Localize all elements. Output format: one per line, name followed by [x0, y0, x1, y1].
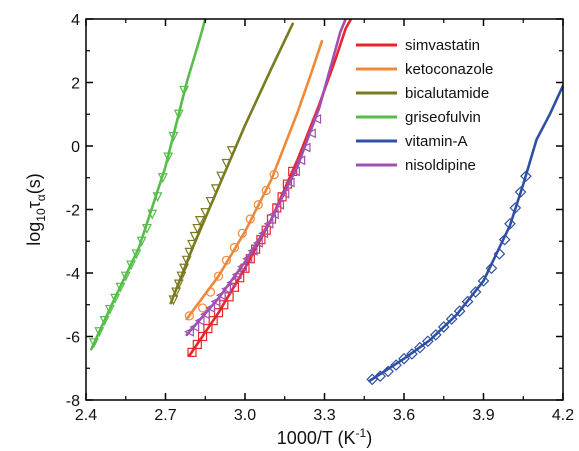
y-axis-title-mid: τ — [24, 201, 44, 208]
data-point-vitamin-a — [406, 348, 418, 360]
x-axis-title-main: 1000/T (K — [277, 428, 356, 448]
series-ketoconazole — [184, 39, 324, 321]
legend-label-simvastatin: simvastatin — [405, 37, 480, 54]
data-point-vitamin-a — [390, 359, 402, 371]
legend-label-griseofulvin: griseofulvin — [405, 109, 481, 126]
fit-line-vitamin-a — [368, 84, 563, 383]
y-tick-label: -2 — [66, 203, 80, 220]
data-point-ketoconazole — [213, 271, 224, 281]
data-point-vitamin-a — [520, 170, 532, 183]
data-point-bicalutamide — [179, 263, 190, 274]
legend-label-vitamin-a: vitamin-A — [405, 133, 468, 150]
data-point-griseofulvin — [126, 260, 137, 271]
fit-line-griseofulvin — [90, 19, 207, 351]
x-tick-label: 3.0 — [234, 407, 256, 424]
data-point-griseofulvin — [131, 249, 142, 260]
x-tick-label: 2.4 — [75, 407, 97, 424]
y-axis-title-end: (s) — [24, 173, 44, 194]
y-tick-label: -6 — [66, 330, 80, 347]
series-simvastatin — [187, 19, 353, 357]
y-axis-title-sub2: α — [34, 194, 48, 201]
data-point-vitamin-a — [374, 370, 386, 383]
legend-label-bicalutamide: bicalutamide — [405, 85, 489, 102]
series-griseofulvin — [88, 19, 207, 351]
data-point-simvastatin — [208, 316, 218, 326]
data-point-vitamin-a — [469, 286, 482, 298]
x-tick-label: 4.2 — [552, 407, 574, 424]
data-point-vitamin-a — [485, 262, 498, 275]
data-point-griseofulvin — [88, 338, 99, 349]
data-point-griseofulvin — [115, 282, 126, 293]
data-point-simvastatin — [203, 323, 213, 334]
series-bicalutamide — [168, 22, 294, 306]
fit-line-nisoldipine — [185, 19, 347, 337]
x-axis-title-end: ) — [366, 428, 372, 448]
y-axis-title-main: log — [24, 222, 44, 246]
data-point-griseofulvin — [120, 271, 131, 282]
data-point-griseofulvin — [179, 85, 190, 96]
data-point-simvastatin — [198, 331, 208, 342]
x-axis-title-sup: -1 — [356, 426, 367, 440]
data-point-vitamin-a — [453, 305, 466, 317]
x-axis-title: 1000/T (K-1) — [277, 426, 372, 448]
data-point-vitamin-a — [498, 233, 511, 246]
x-tick-label: 2.7 — [154, 407, 176, 424]
data-point-ketoconazole — [184, 311, 194, 321]
data-point-simvastatin — [192, 339, 202, 350]
y-axis-title: log10τα(s) — [24, 173, 48, 245]
data-point-vitamin-a — [477, 275, 490, 287]
data-point-vitamin-a — [429, 329, 442, 341]
data-point-vitamin-a — [461, 295, 474, 308]
data-point-griseofulvin — [104, 304, 115, 315]
x-tick-label: 3.9 — [472, 407, 494, 424]
fit-line-ketoconazole — [185, 39, 324, 321]
legend-label-nisoldipine: nisoldipine — [405, 157, 476, 174]
legend: simvastatin ketoconazole bicalutamide grise… — [356, 37, 493, 174]
y-axis-title-sub1: 10 — [34, 208, 48, 222]
tick-layer: 2.4 2.7 3.0 3.3 3.6 3.9 4.2 -8 -6 -4 -2 0 2 4 — [66, 12, 574, 424]
data-point-ketoconazole — [253, 200, 263, 210]
data-point-griseofulvin — [99, 316, 110, 326]
x-tick-label: 3.3 — [313, 407, 335, 424]
data-point-simvastatin — [213, 308, 224, 318]
plot-layer — [88, 19, 563, 386]
series-nisoldipine — [184, 19, 347, 337]
data-point-griseofulvin — [94, 327, 105, 338]
legend-label-ketoconazole: ketoconazole — [405, 61, 493, 78]
y-tick-label: -8 — [66, 393, 80, 410]
fit-line-simvastatin — [188, 19, 353, 357]
data-point-bicalutamide — [194, 216, 205, 226]
fit-line-bicalutamide — [169, 22, 294, 305]
data-point-bicalutamide — [192, 223, 203, 234]
x-tick-label: 3.6 — [393, 407, 415, 424]
data-point-ketoconazole — [261, 185, 271, 196]
data-point-griseofulvin — [110, 293, 121, 304]
data-point-simvastatin — [187, 347, 197, 357]
y-tick-label: 0 — [71, 139, 80, 156]
series-vitamin-a — [366, 84, 563, 386]
y-tick-label: 4 — [71, 12, 80, 29]
data-point-vitamin-a — [504, 217, 516, 230]
data-point-simvastatin — [235, 273, 245, 283]
data-point-vitamin-a — [514, 186, 527, 198]
y-tick-label: -4 — [66, 266, 80, 283]
y-tick-label: 2 — [71, 76, 80, 93]
data-point-bicalutamide — [176, 271, 187, 282]
